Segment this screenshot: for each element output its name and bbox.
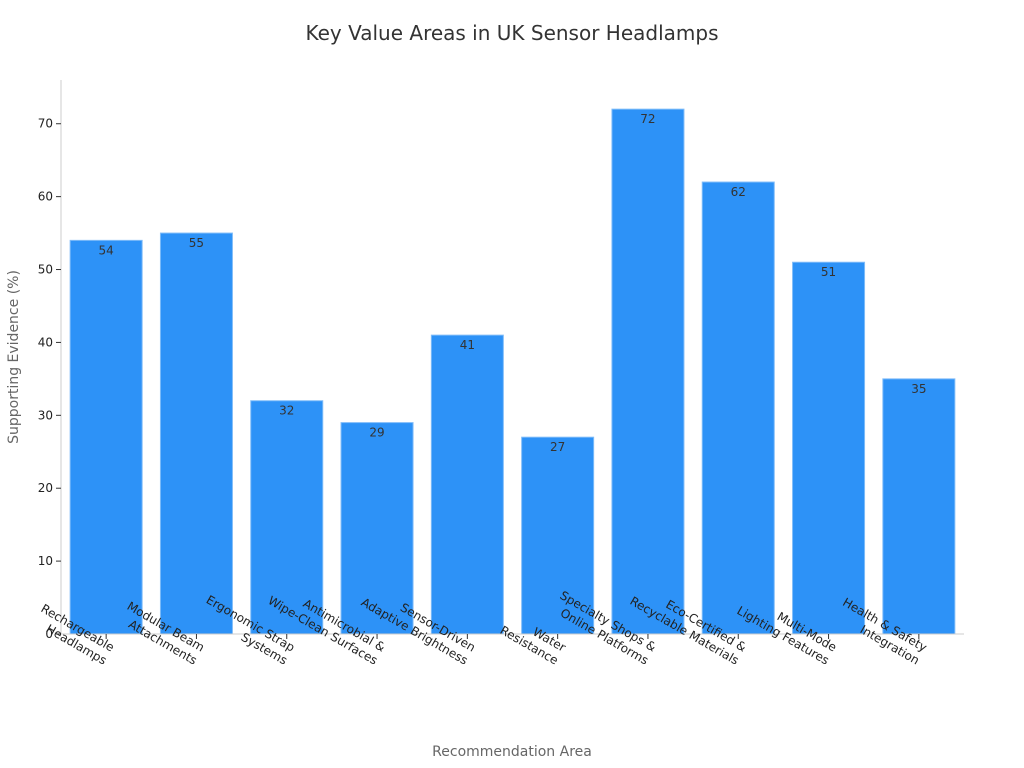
- bar-value-label: 41: [460, 338, 475, 352]
- bar: [882, 378, 956, 635]
- x-axis-label: Recommendation Area: [432, 744, 592, 760]
- bar: [340, 422, 414, 635]
- bar: [69, 239, 143, 635]
- bar: [430, 334, 504, 635]
- bar-value-label: 35: [911, 382, 926, 396]
- y-tick-label: 30: [38, 408, 53, 422]
- y-tick-label: 20: [38, 481, 53, 495]
- bar-value-label: 72: [640, 112, 655, 126]
- bar-value-label: 27: [550, 440, 565, 454]
- bar-value-label: 51: [821, 265, 836, 279]
- bar-value-label: 62: [731, 185, 746, 199]
- bar: [701, 181, 775, 635]
- bar: [792, 261, 866, 635]
- bar-value-label: 29: [369, 426, 384, 440]
- y-tick-label: 40: [38, 335, 53, 349]
- y-axis-label: Supporting Evidence (%): [6, 270, 22, 444]
- chart-title: Key Value Areas in UK Sensor Headlamps: [305, 21, 718, 45]
- y-tick-label: 50: [38, 263, 53, 277]
- bars: 54 55 32 29 41 27 72 62 51 35: [69, 108, 956, 635]
- y-tick-label: 0: [45, 627, 53, 641]
- bar: [611, 108, 685, 635]
- bar-value-label: 55: [189, 236, 204, 250]
- bar: [159, 232, 233, 635]
- y-tick-label: 70: [38, 117, 53, 131]
- bar-value-label: 32: [279, 404, 294, 418]
- bar: [521, 436, 595, 635]
- y-tick-label: 60: [38, 190, 53, 204]
- bar-value-label: 54: [99, 243, 114, 257]
- y-tick-label: 10: [38, 554, 53, 568]
- y-axis: 0 10 20 30 40 50 60 70: [38, 80, 62, 641]
